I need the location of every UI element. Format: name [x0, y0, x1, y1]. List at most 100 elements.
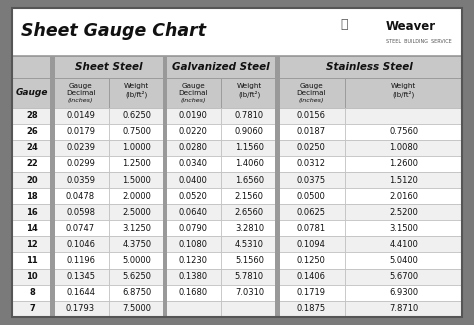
Text: 18: 18	[26, 192, 38, 201]
Text: 0.0187: 0.0187	[297, 127, 326, 136]
Bar	[345, 188, 462, 204]
Bar	[221, 108, 277, 124]
Bar	[52, 236, 109, 253]
Bar	[12, 55, 462, 56]
Text: 0.7500: 0.7500	[122, 127, 151, 136]
Bar	[345, 172, 462, 188]
Text: 0.0400: 0.0400	[179, 176, 208, 185]
Text: 0.6250: 0.6250	[122, 111, 151, 120]
Bar	[345, 253, 462, 268]
Bar	[221, 285, 277, 301]
Bar	[277, 253, 345, 268]
Bar	[109, 204, 165, 220]
Bar	[277, 285, 345, 301]
Bar	[345, 285, 462, 301]
Bar	[109, 236, 165, 253]
Bar	[345, 204, 462, 220]
Text: 0.9060: 0.9060	[235, 127, 264, 136]
Text: 0.0190: 0.0190	[179, 111, 208, 120]
Text: 2.5000: 2.5000	[122, 208, 151, 217]
Text: Decimal: Decimal	[66, 90, 95, 96]
Bar	[12, 220, 52, 236]
Text: (lb/ft²): (lb/ft²)	[126, 90, 148, 98]
Bar	[52, 285, 109, 301]
Text: Weight: Weight	[124, 84, 149, 89]
Bar	[345, 108, 462, 124]
Text: 22: 22	[26, 159, 38, 168]
Text: (inches): (inches)	[180, 98, 206, 103]
Text: 0.0625: 0.0625	[297, 208, 326, 217]
Text: 0.0478: 0.0478	[66, 192, 95, 201]
Text: 12: 12	[26, 240, 38, 249]
Text: 0.0340: 0.0340	[179, 159, 208, 168]
Text: 0.0250: 0.0250	[297, 143, 326, 152]
Bar	[345, 156, 462, 172]
Bar	[52, 172, 109, 188]
Text: STEEL  BUILDING  SERVICE: STEEL BUILDING SERVICE	[385, 39, 451, 44]
Bar	[52, 301, 109, 317]
Bar	[165, 301, 221, 317]
Bar	[345, 78, 462, 108]
Text: 5.7810: 5.7810	[235, 272, 264, 281]
Bar	[109, 172, 165, 188]
Text: 0.0280: 0.0280	[179, 143, 208, 152]
Bar	[52, 156, 109, 172]
Text: 7.8710: 7.8710	[389, 304, 418, 313]
Text: 2.0160: 2.0160	[389, 192, 418, 201]
Bar	[165, 204, 221, 220]
Bar	[277, 301, 345, 317]
Text: 7.0310: 7.0310	[235, 288, 264, 297]
Text: 5.6700: 5.6700	[389, 272, 418, 281]
Text: 0.0220: 0.0220	[179, 127, 208, 136]
Text: (lb/ft²): (lb/ft²)	[392, 90, 415, 98]
Text: 1.4060: 1.4060	[235, 159, 264, 168]
Text: 0.1406: 0.1406	[297, 272, 326, 281]
Bar	[165, 268, 221, 285]
Text: Gauge: Gauge	[69, 83, 92, 89]
Bar	[12, 253, 52, 268]
Text: 0.1719: 0.1719	[297, 288, 326, 297]
Text: Weight: Weight	[391, 84, 416, 89]
Bar	[221, 172, 277, 188]
Text: 0.0520: 0.0520	[179, 192, 208, 201]
Text: (inches): (inches)	[68, 98, 93, 103]
Text: 5.0400: 5.0400	[389, 256, 418, 265]
Text: 2.0000: 2.0000	[122, 192, 151, 201]
Text: 4.5310: 4.5310	[235, 240, 264, 249]
Text: 1.0080: 1.0080	[389, 143, 418, 152]
Text: (inches): (inches)	[299, 98, 324, 103]
Text: 1.5120: 1.5120	[389, 176, 418, 185]
Bar	[109, 220, 165, 236]
Text: 0.0149: 0.0149	[66, 111, 95, 120]
Text: 0.0312: 0.0312	[297, 159, 326, 168]
Text: Gauge: Gauge	[300, 83, 323, 89]
Bar	[277, 78, 345, 108]
Bar	[277, 172, 345, 188]
Text: 2.6560: 2.6560	[235, 208, 264, 217]
Bar	[12, 301, 52, 317]
Text: 0.1230: 0.1230	[179, 256, 208, 265]
Text: 0.1196: 0.1196	[66, 256, 95, 265]
Bar	[12, 172, 52, 188]
Bar	[165, 220, 221, 236]
Text: 0.0359: 0.0359	[66, 176, 95, 185]
Text: 0.0299: 0.0299	[66, 159, 95, 168]
Text: 0.1046: 0.1046	[66, 240, 95, 249]
Text: 1.1560: 1.1560	[235, 143, 264, 152]
Text: Weight: Weight	[237, 84, 262, 89]
Text: Decimal: Decimal	[297, 90, 326, 96]
Bar	[277, 140, 345, 156]
Text: 5.1560: 5.1560	[235, 256, 264, 265]
Text: 0.0179: 0.0179	[66, 127, 95, 136]
Text: 0.1094: 0.1094	[297, 240, 326, 249]
Text: 3.1250: 3.1250	[122, 224, 151, 233]
Bar	[165, 78, 221, 108]
Bar	[109, 140, 165, 156]
Text: 5.0000: 5.0000	[122, 256, 151, 265]
Bar	[165, 108, 221, 124]
Bar	[109, 156, 165, 172]
Bar	[109, 268, 165, 285]
Bar	[165, 236, 221, 253]
Bar	[12, 188, 52, 204]
Bar	[12, 78, 52, 108]
